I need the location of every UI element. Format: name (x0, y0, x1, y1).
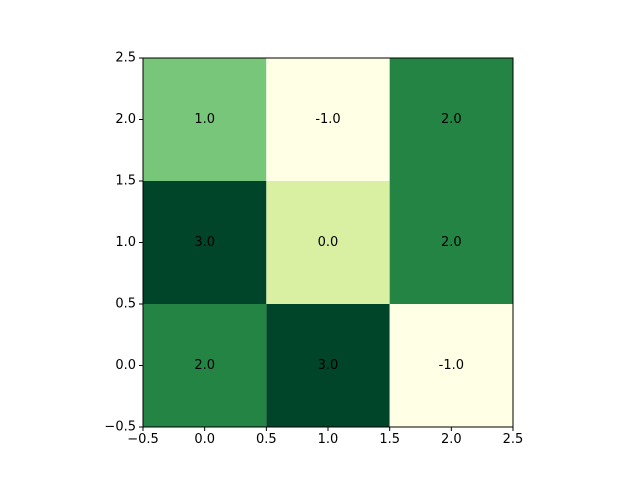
cell-value-label: 2.0 (441, 112, 462, 127)
y-tick-label: 0.5 (115, 297, 136, 312)
x-tick-label: 2.5 (503, 432, 524, 447)
x-tick-label: 1.5 (379, 432, 400, 447)
x-tick-label: 0.0 (194, 432, 215, 447)
cell-value-label: 2.0 (441, 235, 462, 250)
y-tick-label: 2.0 (115, 112, 136, 127)
y-tick-label: 2.5 (115, 51, 136, 66)
cell-value-label: 0.0 (318, 235, 339, 250)
x-axis: −0.5 0.0 0.5 1.0 1.5 2.0 2.5 (127, 427, 523, 447)
cell-value-label: 2.0 (194, 358, 215, 373)
x-tick-label: 0.5 (256, 432, 277, 447)
cell-value-label: 3.0 (194, 235, 215, 250)
cell-value-label: 3.0 (318, 358, 339, 373)
y-tick-label: −0.5 (104, 420, 136, 435)
x-tick-label: 1.0 (318, 432, 339, 447)
y-axis: −0.5 0.0 0.5 1.0 1.5 2.0 2.5 (104, 51, 143, 435)
cell-value-label: -1.0 (439, 358, 464, 373)
y-tick-label: 0.0 (115, 358, 136, 373)
y-tick-label: 1.0 (115, 235, 136, 250)
cell-value-label: 1.0 (194, 112, 215, 127)
x-tick-label: 2.0 (441, 432, 462, 447)
y-tick-label: 1.5 (115, 174, 136, 189)
cell-value-label: -1.0 (315, 112, 340, 127)
